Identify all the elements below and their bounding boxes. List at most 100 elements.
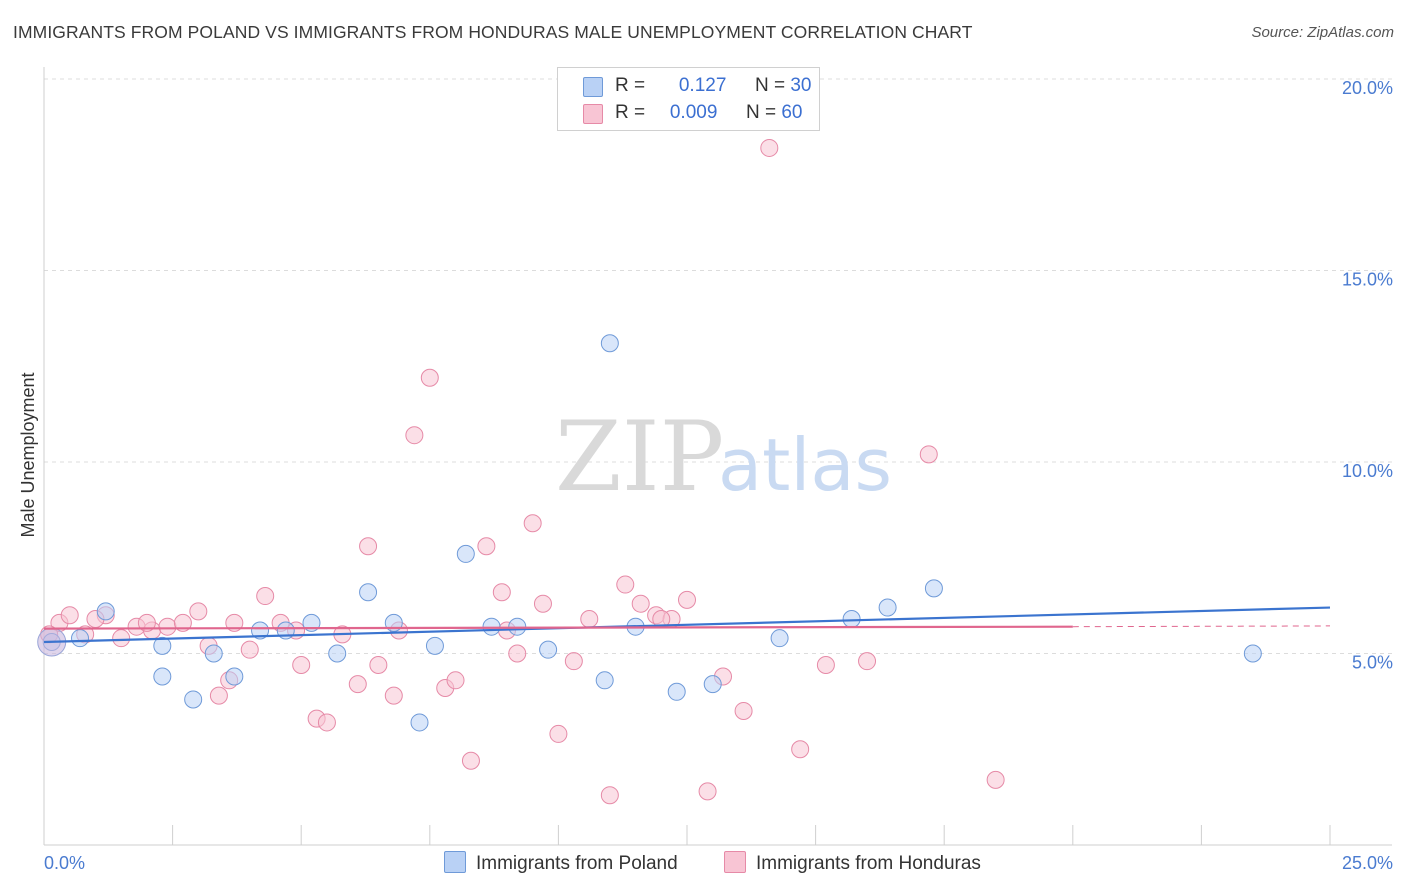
poland-point [251,621,270,640]
honduras-legend-swatch [724,851,746,873]
honduras-point [816,655,835,674]
bottom-legend-honduras: Immigrants from Honduras [724,851,981,875]
chart-title: IMMIGRANTS FROM POLAND VS IMMIGRANTS FRO… [13,22,973,42]
y-tick-label: 20.0% [1342,78,1393,98]
honduras-point [317,713,336,732]
honduras-point [616,575,635,594]
trend-lines [43,606,1331,644]
honduras-point [549,724,568,743]
y-tick-label: 10.0% [1342,461,1393,481]
honduras-point [240,640,259,659]
honduras-point [986,770,1005,789]
honduras-point [533,594,552,613]
poland-r-label: R = [615,75,646,96]
axes [43,67,1392,846]
y-tick-label: 15.0% [1342,270,1393,290]
honduras-point [523,514,542,533]
watermark-zip: ZIP [555,401,724,513]
poland-point [924,579,943,598]
poland-point [842,610,861,629]
honduras-point [919,445,938,464]
honduras-point [791,740,810,759]
poland-point [225,667,244,686]
honduras-point [359,537,378,556]
poland-point [71,629,90,648]
honduras-point [158,617,177,636]
honduras-point [446,671,465,690]
honduras-n-value: 60 [781,102,803,123]
poland-point [600,334,619,353]
honduras-point [225,613,244,632]
poland-point [328,644,347,663]
poland-point [1243,644,1262,663]
honduras-point [461,751,480,770]
source-credit: Source: ZipAtlas.com [1251,24,1394,41]
poland-point [153,667,172,686]
x-tick-label-max: 25.0% [1342,853,1393,873]
x-tick-label-min: 0.0% [44,853,85,873]
honduras-point [477,537,496,556]
poland-trend-line [43,606,1331,644]
poland-point [878,598,897,617]
honduras-point [348,675,367,694]
grid-lines [44,78,1392,654]
honduras-point [384,686,403,705]
poland-n-label: N = [754,75,786,96]
poland-point [425,636,444,655]
honduras-point [173,613,192,632]
poland-point [410,713,429,732]
honduras-point [580,610,599,629]
honduras-point [137,613,156,632]
y-axis-label: Male Unemployment [18,372,38,537]
honduras-point [508,644,527,663]
poland-legend-label: Immigrants from Poland [476,853,678,874]
tick-labels: 5.0% 10.0% 15.0% 20.0% 0.0% 25.0% [44,78,1393,873]
honduras-point [600,786,619,805]
honduras-point [292,655,311,674]
honduras-point [60,606,79,625]
poland-point [359,583,378,602]
honduras-n-label: N = [745,102,777,123]
bottom-legend-poland: Immigrants from Poland [444,851,678,875]
honduras-point [631,594,650,613]
honduras-point [405,426,424,445]
honduras-point [112,629,131,648]
poland-point [667,682,686,701]
honduras-point [369,655,388,674]
honduras-point [256,587,275,606]
watermark-atlas: atlas [718,423,892,507]
honduras-swatch [583,104,603,124]
honduras-legend-label: Immigrants from Honduras [756,853,981,874]
poland-point [770,629,789,648]
poland-r-value: 0.127 [678,75,727,96]
poland-point [456,544,475,563]
honduras-r-value: 0.009 [669,102,718,123]
honduras-point [189,602,208,621]
honduras-trend-extension [1072,625,1331,628]
y-tick-label: 5.0% [1352,653,1393,673]
correlation-legend: R = 0.127 N = 30 R = 0.009 N = 60 [557,67,820,131]
honduras-r-label: R = [615,102,646,123]
honduras-point [760,138,779,157]
honduras-point [734,701,753,720]
poland-points [37,334,1262,732]
poland-legend-swatch [444,851,466,873]
honduras-point [209,686,228,705]
honduras-point [564,652,583,671]
honduras-trend-line [43,625,1073,630]
poland-point [184,690,203,709]
poland-point [703,675,722,694]
honduras-point [858,652,877,671]
honduras-point [698,782,717,801]
poland-n-value: 30 [790,75,812,96]
honduras-point [678,590,696,609]
poland-point [153,636,172,655]
poland-point [595,671,614,690]
honduras-point [420,368,439,387]
poland-swatch [583,77,603,97]
honduras-point [492,583,511,602]
poland-point [204,644,223,663]
poland-point [539,640,558,659]
poland-point [96,602,115,621]
